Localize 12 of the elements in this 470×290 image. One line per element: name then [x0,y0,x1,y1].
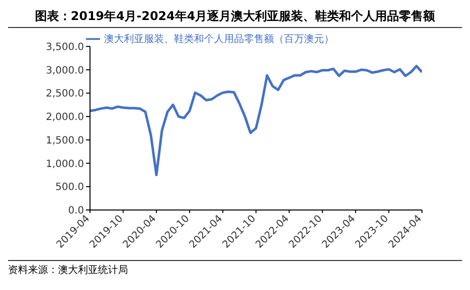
y-tick-label: 3,000.0 [46,65,84,76]
y-tick-label: 1,500.0 [46,135,84,146]
chart-title: 图表：2019年4月-2024年4月逐月澳大利亚服装、鞋类和个人用品零售额 [8,8,462,28]
y-tick-label: 500.0 [55,182,84,194]
y-tick-label: 1,000.0 [46,158,84,170]
text: 资料来源：澳大利亚统计局 [8,263,462,277]
y-tick-label: 0.0 [68,206,84,217]
y-tick-label: 2,500.0 [46,88,84,100]
y-tick-label: 3,500.0 [46,42,84,53]
text: 澳大利亚服装、鞋类和个人用品零售额（百万澳元） [104,34,334,45]
line-series [90,64,422,176]
y-tick-label: 2,000.0 [46,112,84,124]
